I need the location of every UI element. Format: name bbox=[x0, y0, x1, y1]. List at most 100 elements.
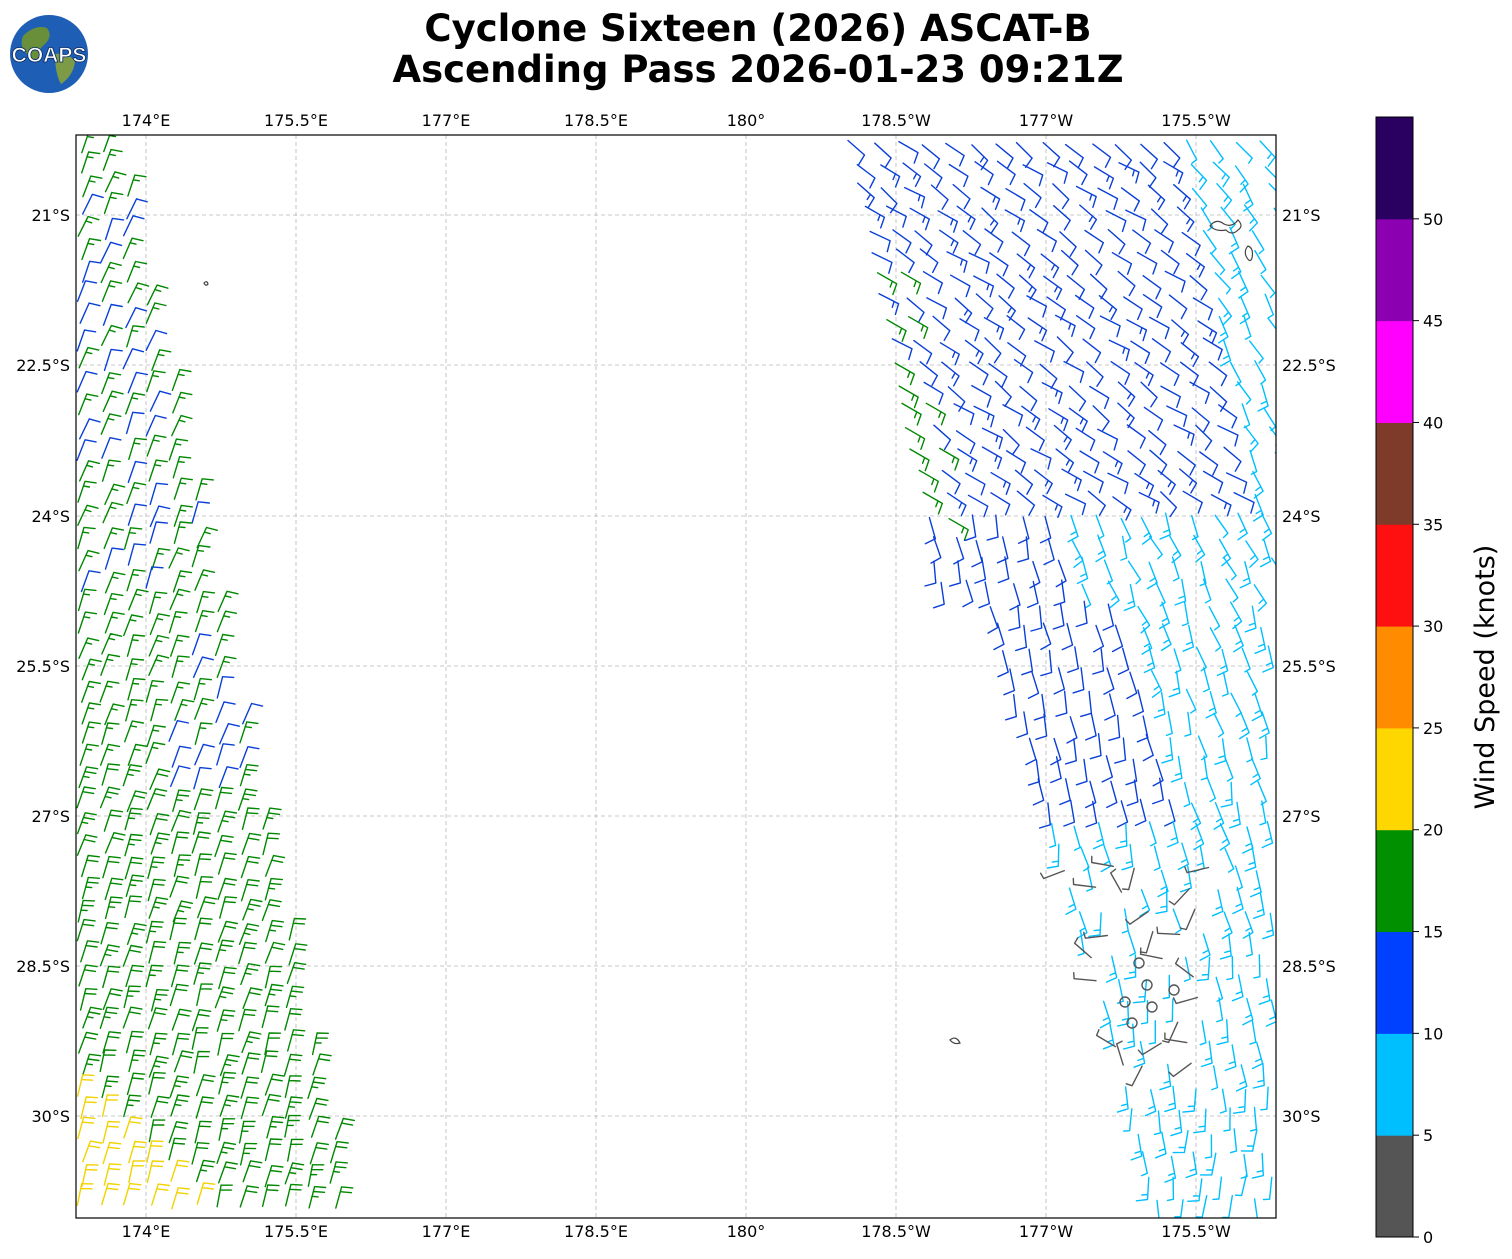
wind-barb bbox=[100, 743, 121, 766]
wind-barb bbox=[880, 164, 901, 188]
wind-barb bbox=[1089, 385, 1110, 410]
wind-barb bbox=[284, 1008, 303, 1031]
wind-barb bbox=[921, 144, 941, 170]
wind-barb bbox=[1243, 204, 1259, 232]
wind-barb bbox=[1137, 1042, 1162, 1056]
wind-barb bbox=[104, 171, 127, 193]
wind-barb bbox=[122, 1182, 142, 1206]
wind-barb bbox=[987, 606, 999, 634]
wind-barb bbox=[1213, 802, 1225, 830]
wind-barb bbox=[150, 988, 169, 1012]
colorbar-tick-label: 25 bbox=[1423, 719, 1443, 738]
wind-barb bbox=[1098, 295, 1118, 321]
wind-barb bbox=[1068, 385, 1087, 412]
wind-barb bbox=[1187, 1178, 1203, 1202]
wind-barb bbox=[219, 1094, 240, 1117]
wind-barb bbox=[1165, 998, 1174, 1023]
wind-barb bbox=[1039, 363, 1058, 389]
wind-barb bbox=[173, 1050, 194, 1073]
wind-barb bbox=[1191, 187, 1208, 211]
wind-barb bbox=[124, 856, 144, 880]
wind-barb bbox=[1244, 844, 1257, 872]
wind-barb bbox=[79, 418, 101, 440]
wind-barb bbox=[1139, 931, 1154, 954]
wind-barb bbox=[1232, 886, 1244, 915]
wind-barb bbox=[311, 1032, 329, 1056]
wind-barb bbox=[125, 699, 144, 722]
wind-barb bbox=[101, 1182, 120, 1206]
wind-barb bbox=[1011, 231, 1031, 257]
wind-barb bbox=[285, 1183, 303, 1207]
wind-barb bbox=[1182, 624, 1195, 652]
wind-barb bbox=[924, 560, 937, 587]
lat-label: 24°S bbox=[31, 507, 70, 526]
wind-barb bbox=[1117, 647, 1130, 675]
wind-barb bbox=[1163, 141, 1181, 168]
wind-barb bbox=[312, 1053, 332, 1076]
wind-barb bbox=[172, 391, 193, 414]
wind-barb bbox=[218, 966, 237, 990]
wind-barb bbox=[103, 191, 124, 215]
wind-barb bbox=[1110, 868, 1123, 893]
wind-barb bbox=[101, 437, 122, 459]
wind-barb bbox=[145, 680, 165, 703]
wind-barb bbox=[939, 342, 960, 366]
wind-barb bbox=[308, 1097, 329, 1120]
lon-label: 175.5°W bbox=[1161, 111, 1231, 130]
wind-barb bbox=[1177, 842, 1190, 871]
wind-barb bbox=[1265, 999, 1276, 1027]
wind-barb bbox=[102, 1031, 122, 1054]
wind-barb bbox=[124, 895, 143, 919]
wind-barb bbox=[1249, 1106, 1258, 1132]
wind-barb bbox=[1202, 578, 1212, 604]
wind-barb bbox=[81, 876, 101, 900]
wind-barb bbox=[1223, 446, 1242, 472]
wind-barb bbox=[102, 965, 121, 989]
wind-barb bbox=[173, 854, 192, 877]
wind-barb bbox=[1172, 908, 1182, 934]
wind-barb bbox=[195, 1096, 215, 1119]
wind-barb bbox=[1103, 559, 1114, 585]
wind-barb bbox=[169, 917, 187, 941]
wind-barb bbox=[1185, 253, 1205, 278]
wind-barb bbox=[1034, 469, 1053, 495]
wind-barb bbox=[1073, 972, 1097, 982]
wind-barb bbox=[169, 983, 189, 1007]
wind-barb bbox=[923, 381, 944, 405]
wind-barb bbox=[1183, 956, 1191, 982]
wind-barb bbox=[1170, 1109, 1183, 1137]
lon-label: 175.5°W bbox=[1161, 1222, 1231, 1241]
wind-barb bbox=[101, 372, 122, 395]
wind-barb bbox=[1229, 361, 1242, 387]
wind-barb bbox=[1219, 1088, 1227, 1114]
island-outline bbox=[949, 1037, 961, 1045]
wind-barb bbox=[1140, 517, 1153, 545]
wind-barb bbox=[954, 297, 973, 324]
wind-barb bbox=[1082, 338, 1102, 364]
wind-barb bbox=[930, 536, 942, 564]
wind-barb bbox=[242, 987, 263, 1010]
wind-barb bbox=[193, 962, 212, 985]
wind-barb bbox=[1153, 845, 1161, 871]
wind-barb bbox=[1107, 472, 1129, 495]
wind-barb bbox=[171, 368, 192, 391]
lon-label: 178.5°W bbox=[861, 1222, 931, 1241]
wind-barb bbox=[1183, 782, 1191, 808]
wind-barb bbox=[1240, 1128, 1258, 1152]
wind-barb bbox=[1042, 141, 1061, 168]
wind-barb bbox=[102, 390, 124, 412]
wind-barb bbox=[1245, 931, 1253, 957]
wind-barb bbox=[1055, 314, 1076, 337]
wind-barb bbox=[1234, 865, 1243, 891]
wind-barb bbox=[103, 527, 125, 550]
wind-barb bbox=[124, 807, 143, 831]
wind-barb bbox=[125, 307, 148, 329]
wind-barb bbox=[925, 402, 946, 426]
wind-barb bbox=[284, 1162, 305, 1185]
wind-barb bbox=[1152, 758, 1164, 787]
wind-barb bbox=[102, 1120, 121, 1144]
wind-barb bbox=[125, 658, 145, 681]
wind-barb bbox=[101, 1094, 119, 1118]
lon-label: 178.5°E bbox=[564, 1222, 628, 1241]
wind-barb bbox=[1125, 209, 1147, 232]
